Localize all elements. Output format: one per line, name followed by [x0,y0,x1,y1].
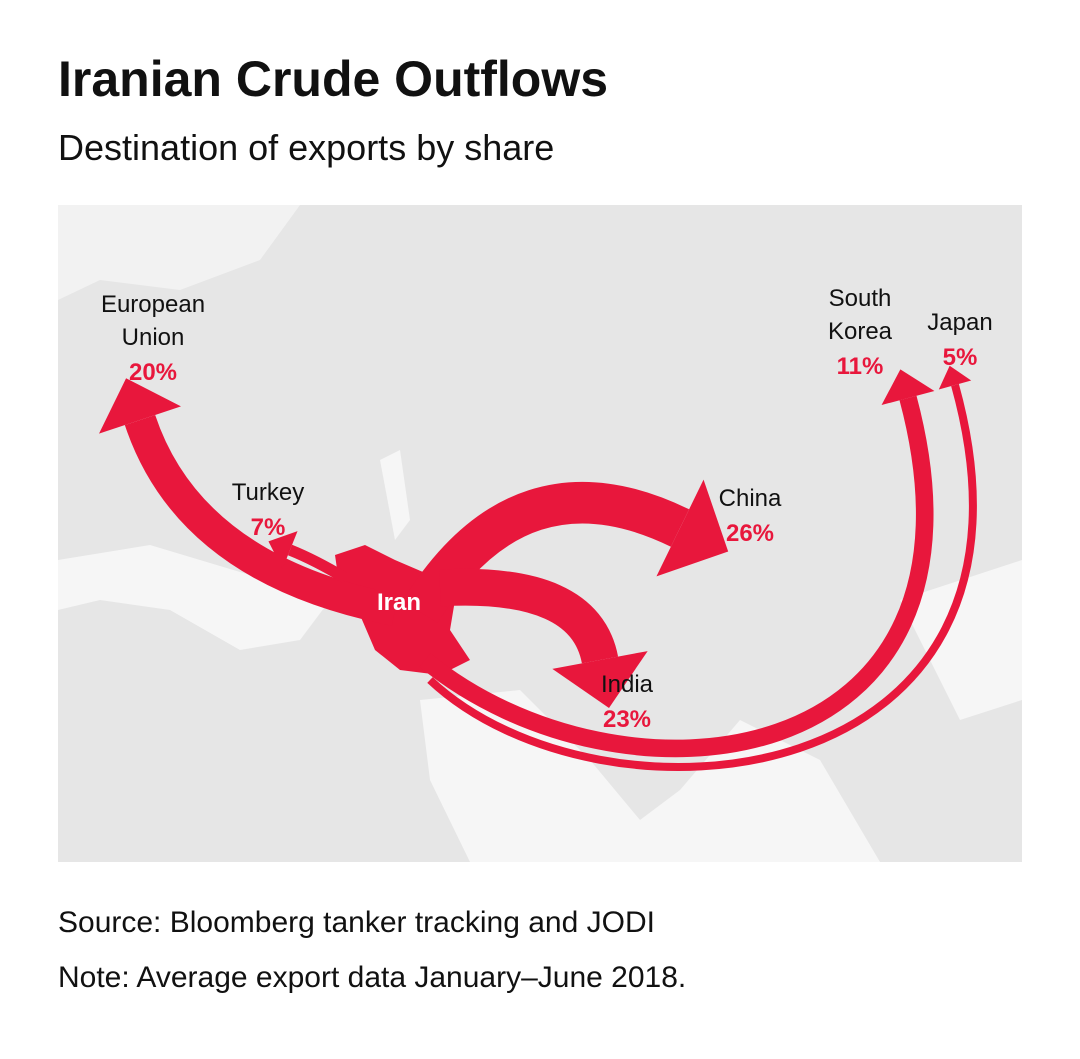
destination-share: 7% [251,514,286,541]
subtitle: Destination of exports by share [58,127,554,168]
title: Iranian Crude Outflows [58,51,608,107]
iran-shape [335,545,470,675]
destination-name: Korea [828,318,893,345]
destination-name: India [601,671,654,698]
destination-name: South [829,285,892,312]
flow-arrow [419,395,934,758]
arrow-head [552,651,648,708]
destination-share: 11% [837,353,884,380]
arrow-head [881,369,935,406]
destination-name: Union [122,324,185,351]
flow-arrow [124,414,399,626]
note: Note: Average export data January–June 2… [58,961,686,994]
destination-share: 26% [726,520,774,547]
arrow-head [99,378,181,434]
arrow-head [938,365,972,390]
destination-name: China [719,485,782,512]
flow-arrow [427,383,977,771]
destination-name: Turkey [232,479,304,506]
destination-name: European [101,291,205,318]
arrow-head [268,531,298,569]
source: Source: Bloomberg tanker tracking and JO… [58,906,655,939]
origin-label: Iran [377,589,421,616]
destination-name: Japan [927,309,992,336]
destination-share: 23% [603,706,651,733]
arrow-head [656,479,729,577]
destination-share: 20% [129,359,177,386]
flow-arrow [438,568,619,665]
destination-share: 5% [943,344,978,371]
flow-arrow [287,544,348,583]
